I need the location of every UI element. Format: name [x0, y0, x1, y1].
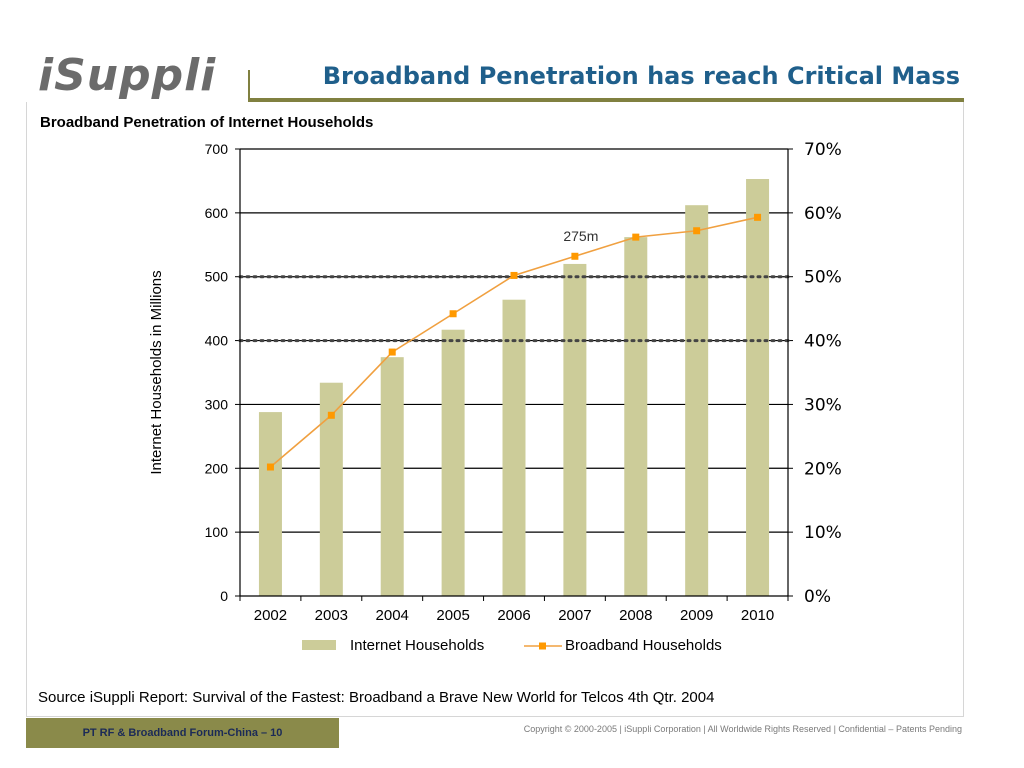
y2-tick-label: 10%: [804, 523, 842, 543]
footer-label: PT RF & Broadband Forum-China – 10: [26, 718, 339, 748]
bar-internet-households: [502, 299, 526, 596]
isuppli-logo: iSuppli: [38, 50, 217, 101]
x-tick-label: 2002: [254, 607, 287, 624]
source-note: Source iSuppli Report: Survival of the F…: [38, 689, 715, 706]
bar-internet-households: [441, 329, 465, 596]
x-tick-label: 2003: [315, 607, 348, 624]
y2-tick-label: 30%: [804, 395, 842, 415]
y2-tick-label: 20%: [804, 459, 842, 479]
y2-tick-label: 0%: [804, 587, 831, 607]
y-tick-label: 600: [205, 205, 229, 221]
bar-internet-households: [380, 357, 404, 596]
y-tick-label: 200: [205, 460, 229, 476]
x-tick-label: 2010: [741, 607, 774, 624]
y-tick-label: 400: [205, 333, 229, 349]
y-tick-label: 100: [205, 524, 229, 540]
legend-swatch-internet-households: [302, 640, 336, 650]
annotation-label: 275m: [563, 228, 598, 244]
bar-internet-households: [624, 237, 648, 596]
logo-divider: [248, 70, 250, 102]
x-tick-label: 2009: [680, 607, 713, 624]
y-tick-label: 500: [205, 269, 229, 285]
marker-broadband-households: [754, 213, 762, 221]
y-tick-label: 0: [220, 588, 228, 604]
bar-internet-households: [563, 263, 587, 596]
marker-broadband-households: [266, 463, 274, 471]
y2-tick-label: 60%: [804, 204, 842, 224]
marker-broadband-households: [327, 411, 335, 419]
marker-broadband-households: [571, 252, 579, 260]
marker-broadband-households: [693, 227, 701, 235]
marker-broadband-households: [632, 233, 640, 241]
x-tick-label: 2008: [619, 607, 652, 624]
bar-internet-households: [319, 382, 343, 596]
legend-marker-broadband-households: [539, 642, 546, 650]
legend-label-internet-households: Internet Households: [350, 637, 484, 654]
bar-internet-households: [746, 179, 770, 596]
x-tick-label: 2007: [558, 607, 591, 624]
y2-tick-label: 50%: [804, 268, 842, 288]
marker-broadband-households: [449, 310, 457, 318]
legend-label-broadband-households: Broadband Households: [565, 637, 722, 654]
chart-title: Broadband Penetration of Internet Househ…: [40, 114, 374, 131]
copyright-text: Copyright © 2000-2005 | iSuppli Corporat…: [523, 724, 962, 734]
x-tick-label: 2005: [436, 607, 469, 624]
title-underline: [250, 98, 964, 102]
content-frame: [26, 102, 964, 716]
slide-title: Broadband Penetration has reach Critical…: [322, 62, 960, 90]
y-tick-label: 300: [205, 396, 229, 412]
marker-broadband-households: [510, 271, 518, 279]
marker-broadband-households: [388, 348, 396, 356]
y-tick-label: 700: [205, 141, 229, 157]
bar-internet-households: [258, 412, 282, 596]
x-tick-label: 2006: [497, 607, 530, 624]
y-axis-label: Internet Households in Millions: [148, 270, 165, 474]
x-tick-label: 2004: [376, 607, 409, 624]
bar-internet-households: [685, 205, 709, 597]
y2-tick-label: 40%: [804, 332, 842, 352]
footer-divider: [26, 716, 964, 717]
y2-tick-label: 70%: [804, 140, 842, 160]
